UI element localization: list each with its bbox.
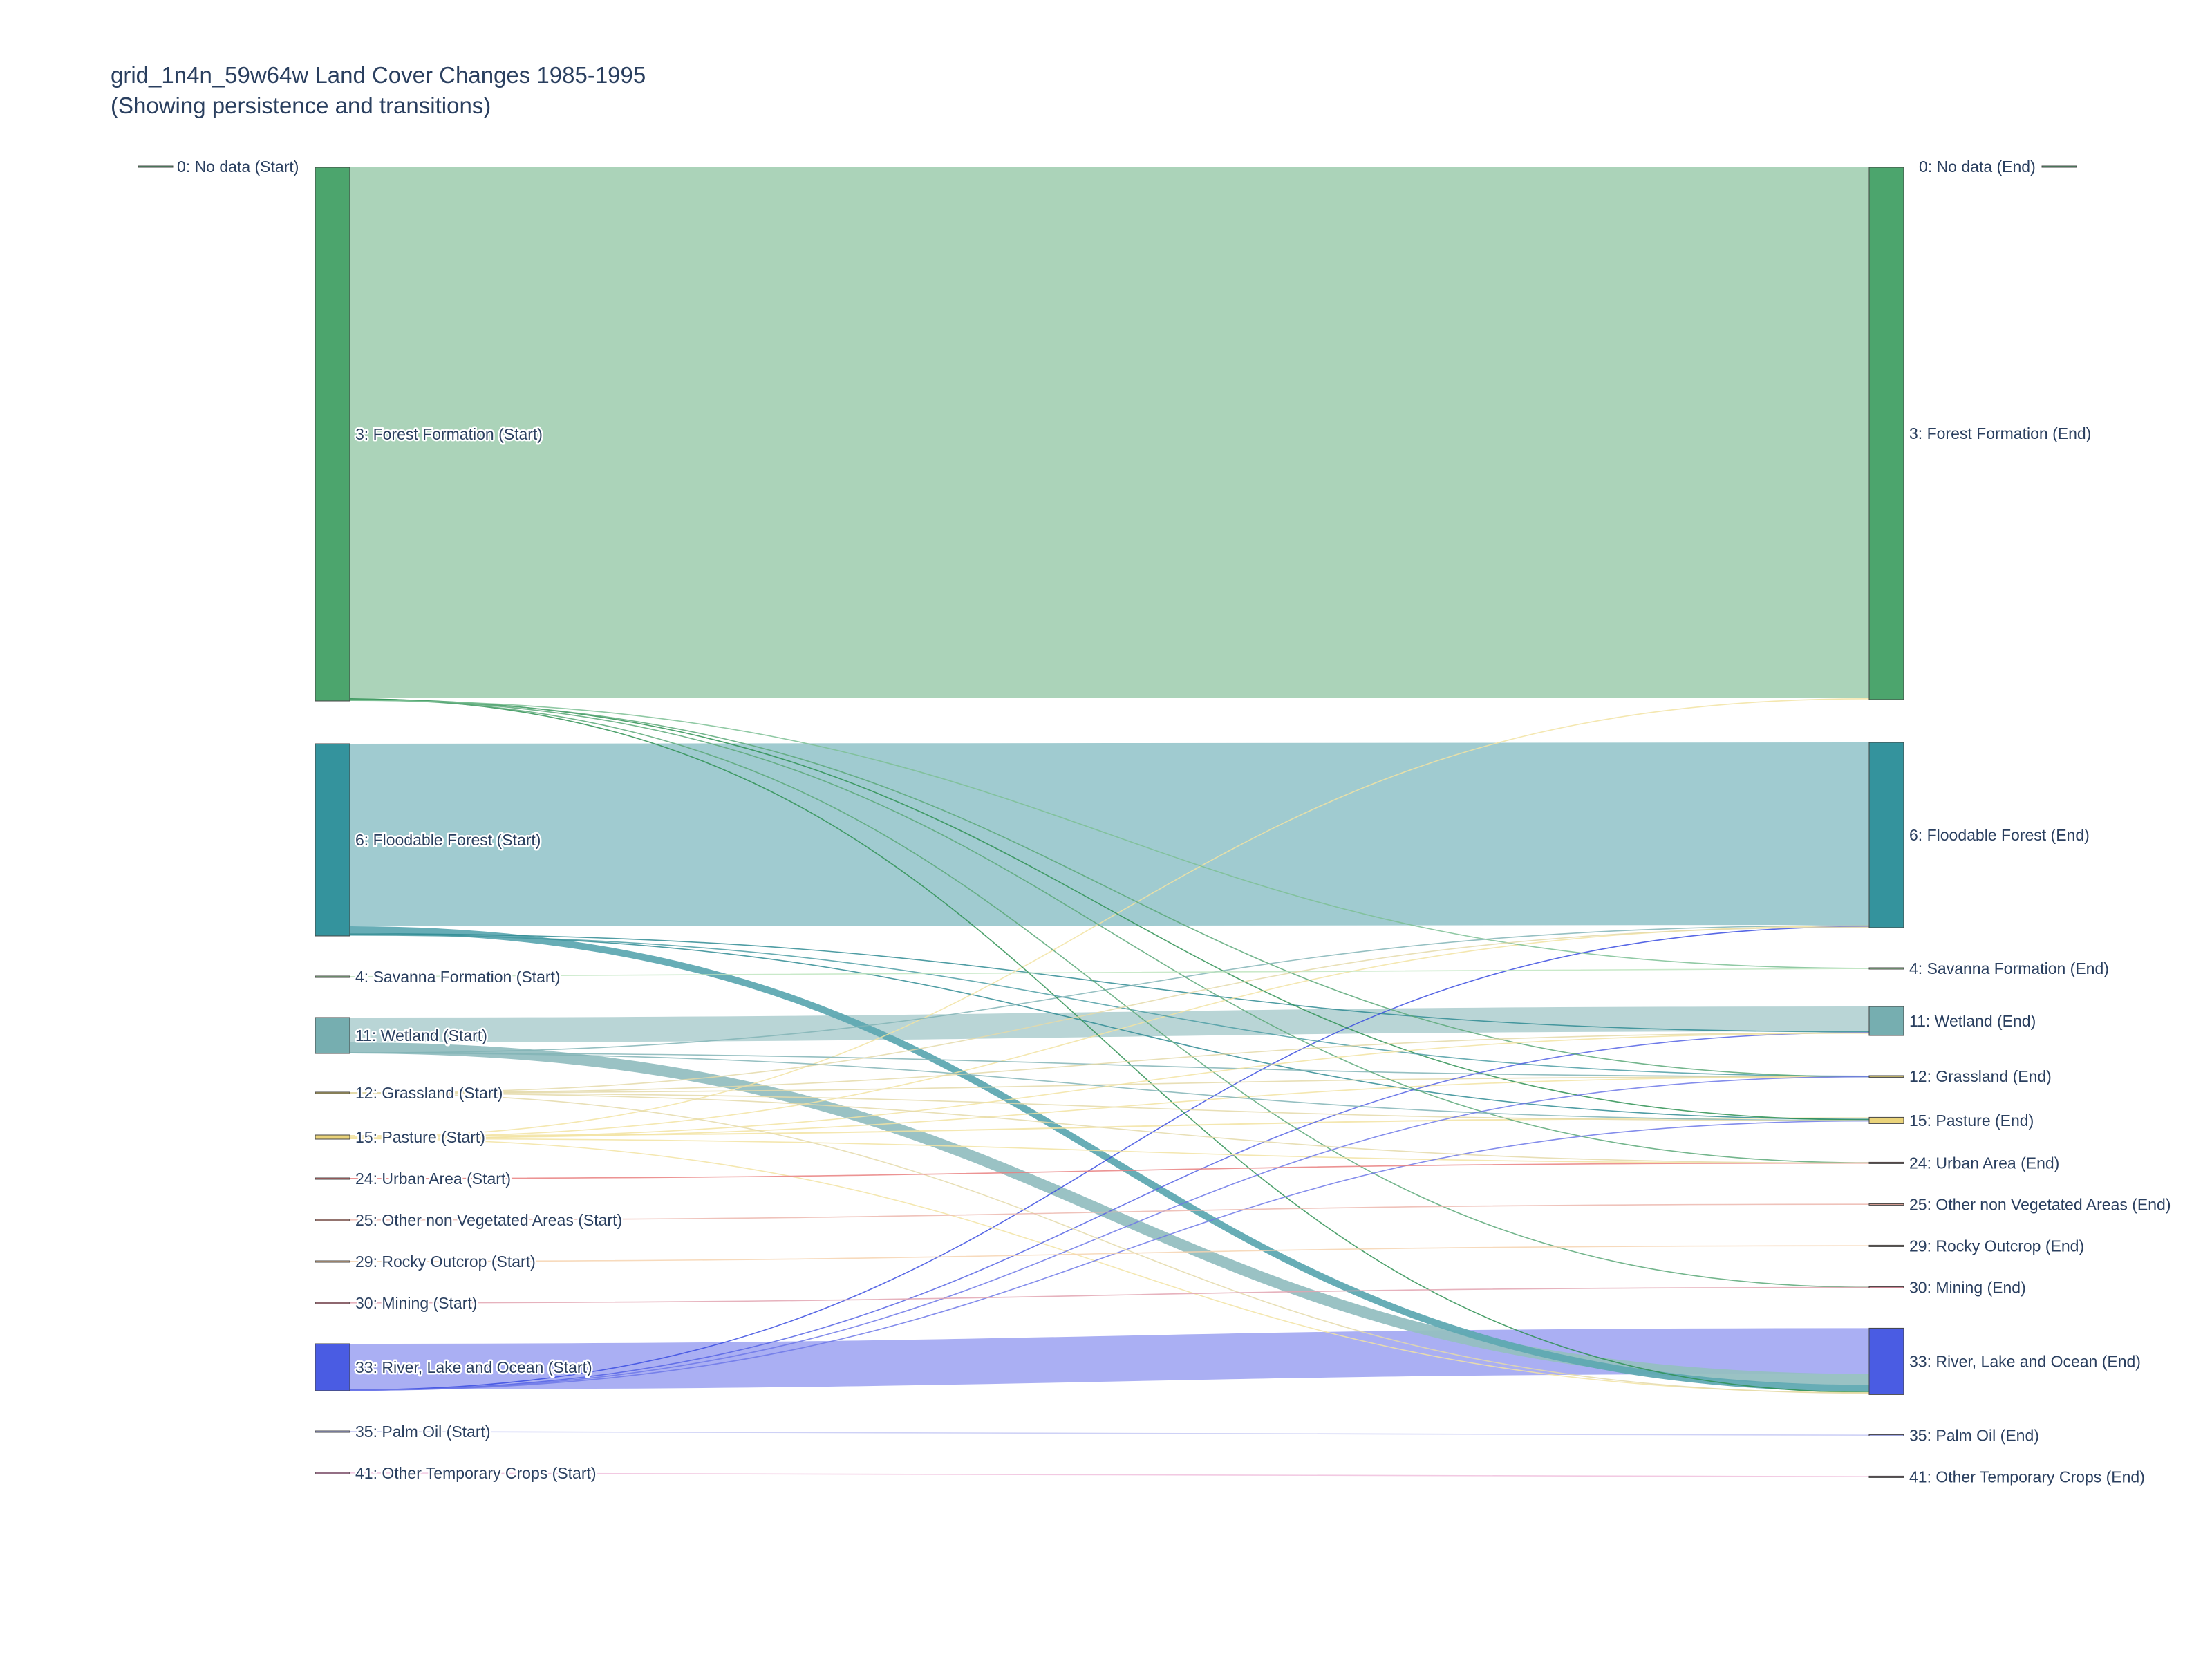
node-29-rocky-outcrop-start[interactable] bbox=[315, 1260, 350, 1263]
node-label-11-wetland-start: 11: Wetland (Start) bbox=[355, 1027, 487, 1044]
node-label-33-river-lake-and-ocean-start: 33: River, Lake and Ocean (Start) bbox=[355, 1358, 592, 1376]
node-label-24-urban-area-start: 24: Urban Area (Start) bbox=[355, 1170, 511, 1188]
node-11-wetland-start[interactable] bbox=[315, 1017, 350, 1054]
node-6-floodable-forest-start[interactable] bbox=[315, 743, 350, 937]
node-12-grassland-start[interactable] bbox=[315, 1091, 350, 1094]
link-s35-to-e35[interactable] bbox=[349, 1431, 1870, 1436]
node-0-no-data-start[interactable] bbox=[138, 165, 174, 168]
link-s6-to-e12[interactable] bbox=[349, 935, 1870, 1077]
link-s12-to-e15[interactable] bbox=[349, 1092, 1870, 1121]
node-12-grassland-end[interactable] bbox=[1868, 1075, 1904, 1078]
node-0-no-data-end[interactable] bbox=[2041, 165, 2077, 168]
link-s12-to-e33[interactable] bbox=[349, 1092, 1870, 1394]
node-33-river-lake-and-ocean-start[interactable] bbox=[315, 1343, 350, 1391]
node-label-12-grassland-start: 12: Grassland (Start) bbox=[355, 1084, 503, 1102]
node-25-other-non-vegetated-areas-start[interactable] bbox=[315, 1219, 350, 1221]
node-label-35-palm-oil-end: 35: Palm Oil (End) bbox=[1909, 1426, 2039, 1444]
link-s12-to-e24[interactable] bbox=[349, 1092, 1870, 1164]
node-label-33-river-lake-and-ocean-end: 33: River, Lake and Ocean (End) bbox=[1909, 1352, 2141, 1370]
chart-title: grid_1n4n_59w64w Land Cover Changes 1985… bbox=[111, 62, 646, 88]
node-label-11-wetland-end: 11: Wetland (End) bbox=[1909, 1012, 2036, 1030]
links-layer bbox=[349, 167, 1870, 1477]
node-label-41-other-temporary-crops-start: 41: Other Temporary Crops (Start) bbox=[355, 1464, 597, 1482]
node-4-savanna-formation-start[interactable] bbox=[315, 975, 350, 978]
link-s3-to-e12[interactable] bbox=[349, 700, 1870, 1078]
node-label-30-mining-end: 30: Mining (End) bbox=[1909, 1278, 2026, 1296]
link-s29-to-e29[interactable] bbox=[349, 1245, 1870, 1262]
node-24-urban-area-end[interactable] bbox=[1868, 1161, 1904, 1164]
node-label-4-savanna-formation-start: 4: Savanna Formation (Start) bbox=[355, 968, 561, 986]
node-label-3-forest-formation-start: 3: Forest Formation (Start) bbox=[355, 425, 543, 443]
link-s11-to-e11[interactable] bbox=[349, 1006, 1870, 1042]
link-s11-to-e6[interactable] bbox=[349, 925, 1870, 1054]
link-s15-to-e6[interactable] bbox=[349, 925, 1870, 1138]
link-s3-to-e4[interactable] bbox=[349, 700, 1870, 969]
link-s15-to-e3[interactable] bbox=[349, 698, 1870, 1138]
node-label-6-floodable-forest-end: 6: Floodable Forest (End) bbox=[1909, 826, 2090, 844]
link-s3-to-e30[interactable] bbox=[349, 699, 1870, 1288]
node-label-30-mining-start: 30: Mining (Start) bbox=[355, 1294, 477, 1312]
link-s6-to-e33[interactable] bbox=[349, 926, 1870, 1392]
node-41-other-temporary-crops-start[interactable] bbox=[315, 1472, 350, 1474]
link-s15-to-e12[interactable] bbox=[349, 1076, 1870, 1139]
node-label-6-floodable-forest-start: 6: Floodable Forest (Start) bbox=[355, 831, 541, 849]
link-s3-to-e33[interactable] bbox=[349, 698, 1870, 1393]
node-label-29-rocky-outcrop-start: 29: Rocky Outcrop (Start) bbox=[355, 1253, 536, 1271]
node-3-forest-formation-end[interactable] bbox=[1868, 167, 1904, 700]
link-s33-to-e6[interactable] bbox=[349, 926, 1870, 1391]
node-label-0-no-data-end: 0: No data (End) bbox=[1919, 158, 2036, 176]
link-s3-to-e15[interactable] bbox=[349, 698, 1870, 1121]
node-label-12-grassland-end: 12: Grassland (End) bbox=[1909, 1067, 2052, 1085]
node-label-35-palm-oil-start: 35: Palm Oil (Start) bbox=[355, 1423, 491, 1441]
link-s15-to-e24[interactable] bbox=[349, 1138, 1870, 1164]
link-s6-to-e15[interactable] bbox=[349, 934, 1870, 1120]
chart-subtitle: (Showing persistence and transitions) bbox=[111, 93, 491, 118]
node-30-mining-end[interactable] bbox=[1868, 1286, 1904, 1288]
link-s33-to-e12[interactable] bbox=[349, 1076, 1870, 1391]
node-label-0-no-data-start: 0: No data (Start) bbox=[177, 158, 299, 176]
node-30-mining-start[interactable] bbox=[315, 1302, 350, 1304]
node-4-savanna-formation-end[interactable] bbox=[1868, 967, 1904, 970]
link-s24-to-e24[interactable] bbox=[349, 1162, 1870, 1179]
link-s30-to-e30[interactable] bbox=[349, 1286, 1870, 1304]
link-s15-to-e11[interactable] bbox=[349, 1033, 1870, 1140]
link-s3-to-e24[interactable] bbox=[349, 699, 1870, 1163]
link-s33-to-e11[interactable] bbox=[349, 1032, 1870, 1391]
node-15-pasture-start[interactable] bbox=[315, 1134, 350, 1140]
node-11-wetland-end[interactable] bbox=[1868, 1006, 1904, 1036]
link-s6-to-e11[interactable] bbox=[349, 933, 1870, 1033]
node-35-palm-oil-start[interactable] bbox=[315, 1430, 350, 1433]
link-s11-to-e15[interactable] bbox=[349, 1052, 1870, 1121]
node-label-25-other-non-vegetated-areas-start: 25: Other non Vegetated Areas (Start) bbox=[355, 1211, 622, 1229]
node-label-15-pasture-end: 15: Pasture (End) bbox=[1909, 1112, 2034, 1130]
link-s11-to-e12[interactable] bbox=[349, 1052, 1870, 1078]
node-35-palm-oil-end[interactable] bbox=[1868, 1434, 1904, 1436]
link-s12-to-e12[interactable] bbox=[349, 1076, 1870, 1094]
link-s12-to-e6[interactable] bbox=[349, 926, 1870, 1094]
node-6-floodable-forest-end[interactable] bbox=[1868, 742, 1904, 928]
node-label-29-rocky-outcrop-end: 29: Rocky Outcrop (End) bbox=[1909, 1237, 2084, 1255]
node-label-24-urban-area-end: 24: Urban Area (End) bbox=[1909, 1154, 2059, 1172]
link-s41-to-e41[interactable] bbox=[349, 1472, 1870, 1477]
node-15-pasture-end[interactable] bbox=[1868, 1116, 1904, 1124]
node-25-other-non-vegetated-areas-end[interactable] bbox=[1868, 1203, 1904, 1206]
link-s15-to-e33[interactable] bbox=[349, 1138, 1870, 1394]
node-41-other-temporary-crops-end[interactable] bbox=[1868, 1475, 1904, 1478]
labels-layer: 0: No data (Start) 3: Forest Formation (S… bbox=[176, 156, 2173, 1488]
node-label-41-other-temporary-crops-end: 41: Other Temporary Crops (End) bbox=[1909, 1468, 2145, 1485]
node-24-urban-area-start[interactable] bbox=[315, 1177, 350, 1180]
node-label-4-savanna-formation-end: 4: Savanna Formation (End) bbox=[1909, 959, 2109, 977]
node-3-forest-formation-start[interactable] bbox=[315, 167, 350, 702]
link-s12-to-e11[interactable] bbox=[349, 1032, 1870, 1094]
nodes-layer bbox=[138, 165, 2077, 1478]
node-label-15-pasture-start: 15: Pasture (Start) bbox=[355, 1128, 485, 1146]
node-29-rocky-outcrop-end[interactable] bbox=[1868, 1244, 1904, 1247]
node-label-25-other-non-vegetated-areas-end: 25: Other non Vegetated Areas (End) bbox=[1909, 1195, 2171, 1213]
link-s33-to-e15[interactable] bbox=[349, 1120, 1870, 1391]
link-s33-to-e33[interactable] bbox=[349, 1328, 1870, 1389]
node-33-river-lake-and-ocean-end[interactable] bbox=[1868, 1327, 1904, 1395]
link-s25-to-e25[interactable] bbox=[349, 1203, 1870, 1221]
node-label-3-forest-formation-end: 3: Forest Formation (End) bbox=[1909, 424, 2091, 442]
